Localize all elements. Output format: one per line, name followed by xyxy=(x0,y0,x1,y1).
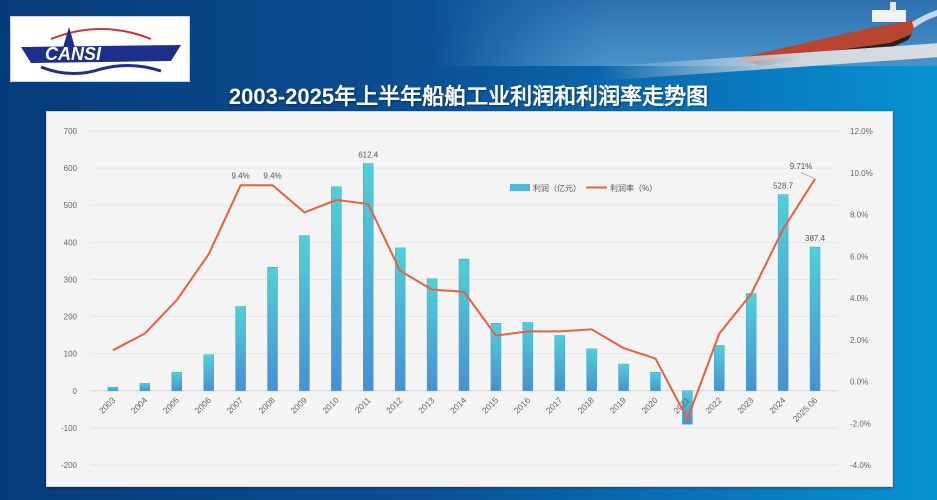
y-axis-left-tick: 0 xyxy=(73,387,78,396)
legend-bar-swatch xyxy=(510,184,530,191)
bar-2019 xyxy=(618,363,629,392)
y-axis-right-tick: 0.0% xyxy=(850,378,868,387)
bar-2006 xyxy=(203,354,214,392)
bar-2024 xyxy=(777,194,789,392)
x-axis-tick: 2019 xyxy=(608,395,629,416)
y-axis-right-tick: 8.0% xyxy=(850,211,868,220)
x-axis-tick: 2025.06 xyxy=(791,395,820,424)
x-axis-tick: 2012 xyxy=(384,395,405,416)
x-axis-tick: 2013 xyxy=(416,395,437,416)
y-axis-right-tick: 2.0% xyxy=(850,336,868,345)
x-axis-tick: 2006 xyxy=(193,395,214,416)
chart-panel: 700 600 500 400 300 200 100 0 -100 -200 12.0% 10.0%… xyxy=(46,111,893,487)
x-axis-tick: 2007 xyxy=(225,395,246,416)
legend-label-rate: 利润率（%） xyxy=(610,183,657,193)
x-axis-tick: 2016 xyxy=(512,395,533,416)
bar-2007 xyxy=(235,306,246,392)
profit-rate-line xyxy=(112,178,816,421)
y-axis-right-tick: 10.0% xyxy=(850,169,873,178)
bar-2023 xyxy=(745,293,757,392)
svg-text:CANSI: CANSI xyxy=(45,44,102,64)
bar-2003 xyxy=(107,386,119,392)
page-title: 2003-2025年上半年船舶工业利润和利润率走势图 xyxy=(228,84,709,109)
bar-2009 xyxy=(299,235,310,392)
logo-emblem-icon: CANSI xyxy=(21,27,181,75)
x-axis-tick: 2020 xyxy=(639,395,660,416)
bar-2005 xyxy=(171,371,183,392)
x-axis-tick: 2022 xyxy=(703,395,724,416)
line-data-label: 9.4% xyxy=(231,171,249,180)
line-data-label: 9.4% xyxy=(263,171,281,180)
bar-2010 xyxy=(331,186,342,392)
x-axis-tick: 2024 xyxy=(767,395,788,416)
bar-2020 xyxy=(650,371,661,392)
bar-2013 xyxy=(426,278,438,392)
bar-data-label: 387.4 xyxy=(805,234,826,243)
x-axis-tick: 2004 xyxy=(129,395,150,416)
bar-2004 xyxy=(139,383,151,392)
y-axis-right-tick: -4.0% xyxy=(850,461,871,470)
y-axis-right-tick: -2.0% xyxy=(850,419,871,428)
bar-2025.06 xyxy=(809,246,821,392)
y-axis-left-tick: 400 xyxy=(64,238,78,247)
x-axis-tick: 2018 xyxy=(576,395,597,416)
bar-2008 xyxy=(267,266,278,392)
x-axis-tick: 2023 xyxy=(735,395,756,416)
x-axis-tick: 2009 xyxy=(288,395,309,416)
y-axis-right-tick: 12.0% xyxy=(850,127,873,136)
y-axis-left-tick: 700 xyxy=(64,127,78,136)
y-axis-left-tick: 500 xyxy=(64,201,78,210)
y-axis-left-tick: 100 xyxy=(64,350,78,359)
x-axis-tick: 2010 xyxy=(320,395,341,416)
y-axis-left-tick: 200 xyxy=(64,313,78,322)
y-axis-left-tick: 300 xyxy=(64,275,78,284)
y-axis-right-tick: 6.0% xyxy=(850,252,868,261)
bar-data-label: 528.7 xyxy=(773,182,794,191)
x-axis-tick: 2017 xyxy=(544,395,565,416)
x-axis-tick: 2011 xyxy=(353,395,373,415)
bar-2016 xyxy=(522,322,534,392)
bar-2011 xyxy=(363,163,374,392)
bar-2018 xyxy=(586,348,597,392)
bar-2014 xyxy=(458,258,470,392)
x-axis-tick: 2015 xyxy=(480,395,501,416)
bar-2022 xyxy=(714,345,725,392)
profit-chart: 700 600 500 400 300 200 100 0 -100 -200 12.0% 10.0%… xyxy=(61,127,873,470)
bar-2017 xyxy=(554,335,565,392)
cansi-logo: CANSI xyxy=(10,16,190,82)
x-axis-tick: 2003 xyxy=(97,395,118,416)
y-axis-left-tick: -100 xyxy=(61,424,78,433)
y-axis-left-tick: 600 xyxy=(64,164,78,173)
bar-data-label: 612.4 xyxy=(358,151,379,160)
y-axis-right-tick: 4.0% xyxy=(850,294,868,303)
bar-2012 xyxy=(394,247,406,392)
legend-label-profit: 利润（亿元） xyxy=(533,183,581,193)
line-data-label: 9.71% xyxy=(790,162,813,171)
y-axis-left-tick: -200 xyxy=(61,461,78,470)
bar-2015 xyxy=(490,322,502,392)
x-axis-tick: 2005 xyxy=(161,395,182,416)
label-leader-line xyxy=(800,172,814,179)
x-axis-tick: 2014 xyxy=(448,395,469,416)
x-axis-tick: 2008 xyxy=(256,395,277,416)
